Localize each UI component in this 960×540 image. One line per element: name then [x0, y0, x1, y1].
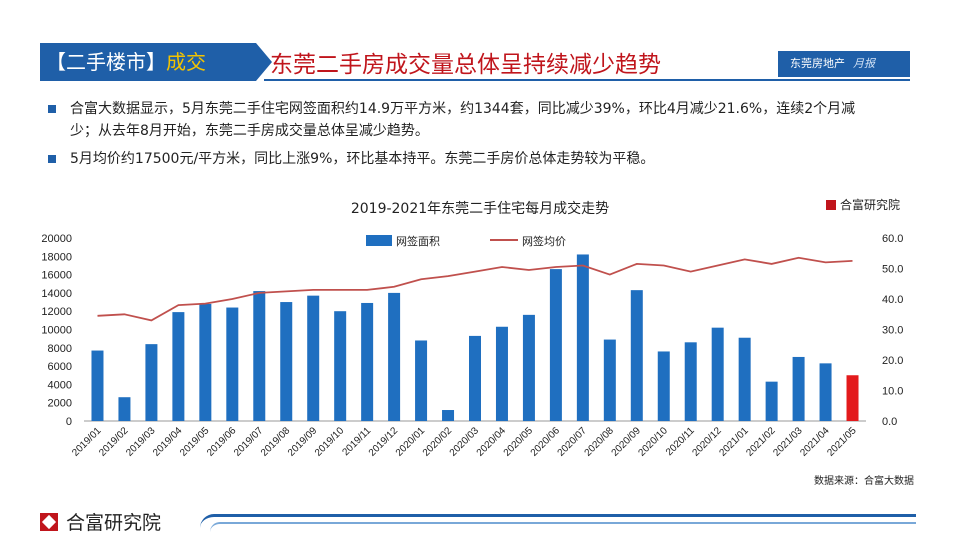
logo-icon [40, 513, 58, 531]
brand-sub: 月报 [853, 57, 875, 70]
headline: 东莞二手房成交量总体呈持续减少趋势 [270, 52, 661, 78]
bar [549, 269, 562, 421]
report-header: 【二手楼市】成交 东莞二手房成交量总体呈持续减少趋势 东莞房地产 月报 [40, 43, 910, 81]
section-tag: 【二手楼市】成交 [40, 43, 272, 81]
legend-bar-label: 网签面积 [396, 234, 440, 248]
bar [307, 295, 320, 421]
brand-badge: 东莞房地产 月报 [778, 51, 910, 77]
bar [738, 337, 751, 421]
avg-price-line [97, 256, 853, 322]
footer-logo: 合富研究院 [40, 508, 161, 535]
y-tick-right: 50.0 [882, 264, 903, 276]
y-tick-left: 8000 [48, 343, 72, 355]
bar [603, 339, 616, 421]
y-tick-left: 6000 [48, 361, 72, 373]
y-tick-left: 20000 [41, 233, 72, 245]
footer-swoosh-light [210, 522, 916, 532]
footer-logo-text: 合富研究院 [66, 512, 162, 534]
x-tick-label: 2019/10 [313, 425, 347, 459]
chart-source-logo: 合富研究院 [826, 196, 900, 213]
y-tick-left: 16000 [41, 270, 72, 282]
footer-swoosh [200, 514, 916, 528]
bullet-item-1: 合富大数据显示，5月东莞二手住宅网签面积约14.9万平方米，约1344套，同比减… [46, 98, 876, 142]
x-tick-label: 2021/05 [825, 425, 859, 459]
bullet-item-2: 5月均价约17500元/平方米，同比上涨9%，环比基本持平。东莞二手房价总体走势… [46, 148, 876, 170]
y-tick-left: 10000 [41, 325, 72, 337]
y-tick-left: 12000 [41, 306, 72, 318]
bar [657, 351, 670, 421]
y-tick-right: 0.0 [882, 416, 897, 428]
legend-bar-swatch [366, 235, 392, 246]
bar [199, 303, 212, 421]
logo-icon [826, 200, 836, 210]
bar [711, 327, 724, 421]
y-tick-right: 40.0 [882, 294, 903, 306]
summary-bullets: 合富大数据显示，5月东莞二手住宅网签面积约14.9万平方米，约1344套，同比减… [46, 98, 876, 176]
bar [495, 326, 508, 421]
bar [118, 397, 131, 421]
bar [91, 350, 104, 421]
y-tick-left: 0 [66, 416, 72, 428]
y-tick-right: 30.0 [882, 325, 903, 337]
bar [846, 375, 859, 421]
bar [145, 344, 158, 421]
x-tick-label: 2020/10 [637, 425, 671, 459]
bar [522, 314, 535, 421]
bar [792, 356, 805, 421]
bar [361, 302, 374, 421]
bar [280, 302, 293, 421]
section-tag-main: 【二手楼市】 [46, 50, 166, 74]
y-tick-left: 4000 [48, 379, 72, 391]
bar [576, 254, 589, 421]
y-tick-right: 60.0 [882, 233, 903, 245]
bar [819, 363, 832, 421]
bar [684, 342, 697, 421]
y-tick-left: 14000 [41, 288, 72, 300]
bar [334, 311, 347, 421]
y-tick-right: 10.0 [882, 386, 903, 398]
y-tick-right: 20.0 [882, 355, 903, 367]
legend-line-label: 网签均价 [522, 234, 566, 248]
chart-title: 2019-2021年东莞二手住宅每月成交走势 [350, 201, 610, 217]
section-tag-accent: 成交 [166, 50, 206, 74]
bar [469, 335, 481, 421]
y-tick-left: 18000 [41, 251, 72, 263]
bar [765, 381, 778, 421]
bar [630, 290, 643, 421]
bar [253, 291, 266, 421]
bar [172, 312, 185, 421]
header-rule [264, 79, 910, 81]
bar [388, 292, 401, 421]
bar [415, 340, 428, 421]
bar [442, 410, 455, 421]
section-tag-arrow [256, 43, 272, 81]
brand-name: 东莞房地产 [790, 57, 845, 70]
chart-source-logo-text: 合富研究院 [840, 198, 901, 212]
bar [226, 307, 239, 421]
data-source-note: 数据来源：合富大数据 [814, 476, 914, 487]
y-tick-left: 2000 [48, 398, 72, 410]
